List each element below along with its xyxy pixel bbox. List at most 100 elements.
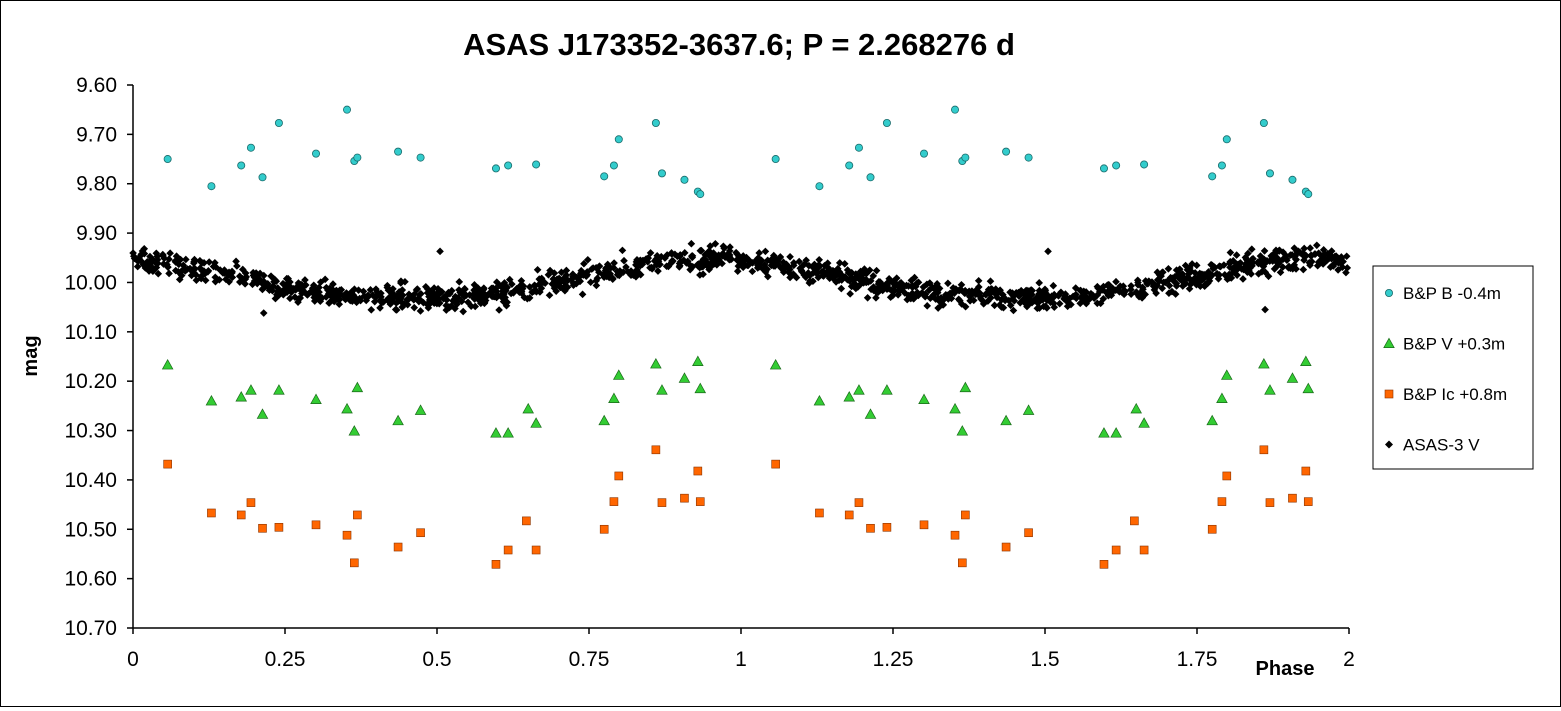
data-point: [489, 292, 498, 301]
data-point: [1020, 298, 1029, 307]
data-point: [1024, 153, 1033, 162]
data-point: [347, 288, 356, 297]
data-point: [519, 282, 528, 290]
data-point: [279, 279, 287, 288]
data-point: [769, 358, 782, 370]
data-point: [442, 306, 451, 314]
data-point: [919, 283, 928, 291]
data-point: [1243, 257, 1252, 265]
x-tick-label: 1: [735, 648, 747, 671]
data-point: [733, 256, 742, 265]
data-point: [815, 182, 824, 191]
data-point: [1300, 244, 1309, 253]
data-point: [252, 278, 261, 286]
data-point: [853, 384, 865, 395]
data-point: [1299, 265, 1308, 274]
data-point: [854, 143, 863, 152]
data-point: [852, 284, 860, 293]
data-point: [693, 260, 702, 269]
data-point: [225, 277, 233, 286]
data-point: [161, 358, 174, 370]
data-point: [177, 271, 186, 280]
data-point: [491, 285, 500, 293]
data-point: [236, 510, 246, 520]
series-b-p-ic-0-8m: [163, 445, 1313, 569]
data-point: [1260, 247, 1269, 255]
data-point: [474, 284, 482, 292]
data-point: [706, 242, 715, 250]
data-point: [914, 278, 923, 287]
data-point: [863, 293, 872, 302]
data-point: [664, 262, 673, 270]
data-point: [163, 459, 172, 469]
data-point: [764, 272, 772, 281]
data-point: [843, 275, 852, 284]
data-point: [829, 268, 838, 277]
data-point: [881, 282, 890, 291]
data-point: [763, 265, 771, 274]
data-point: [1254, 270, 1263, 278]
data-point: [1044, 247, 1052, 256]
data-point: [528, 288, 537, 296]
data-point: [387, 293, 396, 301]
data-point: [899, 281, 908, 290]
data-point: [593, 274, 602, 283]
data-point: [850, 276, 859, 284]
data-point: [688, 253, 697, 262]
data-point: [696, 246, 705, 255]
data-point: [1110, 427, 1122, 438]
data-point: [1009, 306, 1018, 315]
data-point: [1264, 384, 1276, 395]
data-point: [1182, 279, 1190, 288]
data-point: [824, 263, 832, 272]
data-point: [815, 508, 824, 518]
data-point: [1127, 285, 1135, 294]
data-point: [1121, 287, 1129, 295]
data-point: [1138, 293, 1146, 302]
data-point: [845, 161, 854, 170]
data-point: [725, 252, 734, 261]
data-point: [538, 275, 546, 284]
data-point: [578, 290, 587, 299]
data-point: [494, 291, 503, 300]
data-point: [1033, 298, 1042, 307]
data-point: [535, 280, 543, 289]
data-point: [796, 264, 804, 273]
data-point: [455, 278, 464, 286]
legend-label: B&P B -0.4m: [1403, 284, 1501, 303]
data-point: [876, 278, 884, 287]
data-point: [1293, 249, 1302, 257]
data-point: [718, 251, 727, 260]
data-point: [130, 252, 138, 261]
data-point: [1206, 414, 1218, 426]
data-point: [182, 255, 190, 264]
y-tick-label: 10.00: [64, 271, 117, 294]
data-point: [805, 261, 813, 270]
data-point: [996, 286, 1004, 295]
data-point: [791, 271, 799, 280]
data-point: [602, 264, 610, 273]
data-point: [211, 277, 220, 286]
x-axis-label: Phase: [1256, 658, 1315, 680]
data-point: [1161, 278, 1170, 287]
data-point: [1233, 271, 1241, 279]
data-point: [771, 262, 779, 270]
data-point: [550, 284, 559, 292]
data-point: [344, 293, 353, 302]
data-point: [1098, 427, 1110, 438]
data-point: [258, 523, 267, 533]
data-point: [813, 395, 826, 406]
x-tick-label: 2: [1343, 648, 1355, 671]
data-point: [678, 372, 691, 383]
data-point: [720, 244, 728, 253]
data-point: [1304, 190, 1313, 199]
data-point: [950, 286, 959, 295]
data-point: [1076, 299, 1085, 308]
data-point: [562, 266, 571, 275]
data-point: [1302, 251, 1310, 260]
data-point: [732, 248, 740, 257]
data-point: [1002, 147, 1011, 156]
data-point: [1265, 498, 1275, 507]
data-point: [548, 280, 557, 288]
data-point: [805, 279, 814, 287]
